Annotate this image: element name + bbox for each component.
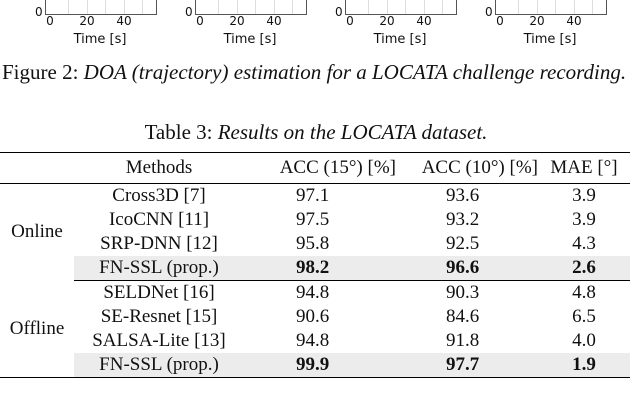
acc10-cell: 96.6 <box>396 256 538 281</box>
table-row-highlighted: FN-SSL (prop.) 98.2 96.6 2.6 <box>0 256 630 281</box>
table-row-highlighted: FN-SSL (prop.) 99.9 97.7 1.9 <box>0 353 630 378</box>
acc10-cell: 92.5 <box>446 233 480 254</box>
acc10-cell: 84.6 <box>446 306 480 327</box>
plot-frame <box>195 0 307 15</box>
plot-1: 0 0 20 40 Time [s] <box>35 0 195 50</box>
x-tick: 40 <box>116 14 132 28</box>
method-cell: Cross3D [7] <box>112 185 206 206</box>
acc15-cell: 99.9 <box>244 353 396 378</box>
header-methods: Methods <box>74 152 244 184</box>
table-row: SRP-DNN [12] 95.8 92.5 4.3 <box>0 232 630 256</box>
x-tick: 20 <box>529 14 545 28</box>
mae-cell: 6.5 <box>572 306 596 327</box>
header-acc15: ACC (15°) [%] <box>244 152 396 184</box>
table-caption: Table 3: Results on the LOCATA dataset. <box>0 120 632 145</box>
x-tick: 40 <box>566 14 582 28</box>
table-row: SE-Resnet [15] 90.6 84.6 6.5 <box>0 305 630 329</box>
plot-frame <box>345 0 457 15</box>
method-cell: SELDNet [16] <box>103 282 215 303</box>
x-tick: 0 <box>196 14 204 28</box>
acc15-cell: 97.1 <box>296 185 330 206</box>
table-caption-label: Table 3: <box>144 120 213 144</box>
plot-3: 0 0 20 40 Time [s] <box>335 0 495 50</box>
method-cell: SE-Resnet [15] <box>100 306 218 327</box>
acc10-cell: 90.3 <box>446 282 480 303</box>
results-table: Methods ACC (15°) [%] ACC (10°) [%] MAE … <box>0 152 630 378</box>
table-header-row: Methods ACC (15°) [%] ACC (10°) [%] MAE … <box>0 152 630 184</box>
mae-cell: 4.8 <box>572 282 596 303</box>
header-group <box>0 152 74 184</box>
acc10-cell: 97.7 <box>396 353 538 378</box>
acc15-cell: 95.8 <box>296 233 330 254</box>
group-label-offline: Offline <box>0 280 74 378</box>
figure-caption-text: DOA (trajectory) estimation for a LOCATA… <box>83 60 627 84</box>
x-tick: 40 <box>266 14 282 28</box>
mae-cell: 4.0 <box>572 330 596 351</box>
y-tick: 0 <box>35 5 43 19</box>
method-cell: FN-SSL (prop.) <box>74 256 244 281</box>
figure-caption: Figure 2: DOA (trajectory) estimation fo… <box>2 58 632 86</box>
mae-cell: 1.9 <box>538 353 630 378</box>
mae-cell: 3.9 <box>572 209 596 230</box>
method-cell: IcoCNN [11] <box>108 209 210 230</box>
acc15-cell: 98.2 <box>244 256 396 281</box>
mae-cell: 2.6 <box>538 256 630 281</box>
x-axis-label: Time [s] <box>223 32 277 47</box>
method-cell: SALSA-Lite [13] <box>92 330 226 351</box>
x-tick: 20 <box>229 14 245 28</box>
figure-caption-label: Figure 2: <box>2 60 79 84</box>
table-row: Offline SELDNet [16] 94.8 90.3 4.8 <box>0 280 630 378</box>
method-cell: FN-SSL (prop.) <box>74 353 244 378</box>
acc10-cell: 91.8 <box>446 330 480 351</box>
acc15-cell: 90.6 <box>296 306 330 327</box>
group-label-online: Online <box>11 221 63 243</box>
plot-frame <box>45 0 157 15</box>
y-tick: 0 <box>485 5 493 19</box>
plot-2: 0 0 20 40 Time [s] <box>185 0 345 50</box>
x-tick: 0 <box>46 14 54 28</box>
x-tick: 20 <box>79 14 95 28</box>
table-row: IcoCNN [11] 97.5 93.2 3.9 <box>0 208 630 232</box>
y-tick: 0 <box>335 5 343 19</box>
header-mae: MAE [°] <box>538 152 630 184</box>
x-tick: 0 <box>496 14 504 28</box>
acc15-cell: 94.8 <box>296 282 330 303</box>
mae-cell: 3.9 <box>572 185 596 206</box>
table-row: Online Cross3D [7] 97.1 93.6 3.9 <box>0 184 630 242</box>
x-axis-label: Time [s] <box>373 32 427 47</box>
x-tick: 0 <box>346 14 354 28</box>
acc10-cell: 93.6 <box>446 185 480 206</box>
mae-cell: 4.3 <box>572 233 596 254</box>
x-tick: 40 <box>416 14 432 28</box>
method-cell: SRP-DNN [12] <box>100 233 218 254</box>
y-tick: 0 <box>185 5 193 19</box>
x-axis-label: Time [s] <box>523 32 577 47</box>
x-axis-label: Time [s] <box>73 32 127 47</box>
plot-4: 0 0 20 40 Time [s] <box>485 0 632 50</box>
acc15-cell: 97.5 <box>296 209 330 230</box>
acc15-cell: 94.8 <box>296 330 330 351</box>
x-tick: 20 <box>379 14 395 28</box>
table-row: SALSA-Lite [13] 94.8 91.8 4.0 <box>0 329 630 353</box>
acc10-cell: 93.2 <box>446 209 480 230</box>
table-caption-text: Results on the LOCATA dataset. <box>217 120 488 144</box>
header-acc10: ACC (10°) [%] <box>396 152 538 184</box>
plot-frame <box>495 0 607 15</box>
